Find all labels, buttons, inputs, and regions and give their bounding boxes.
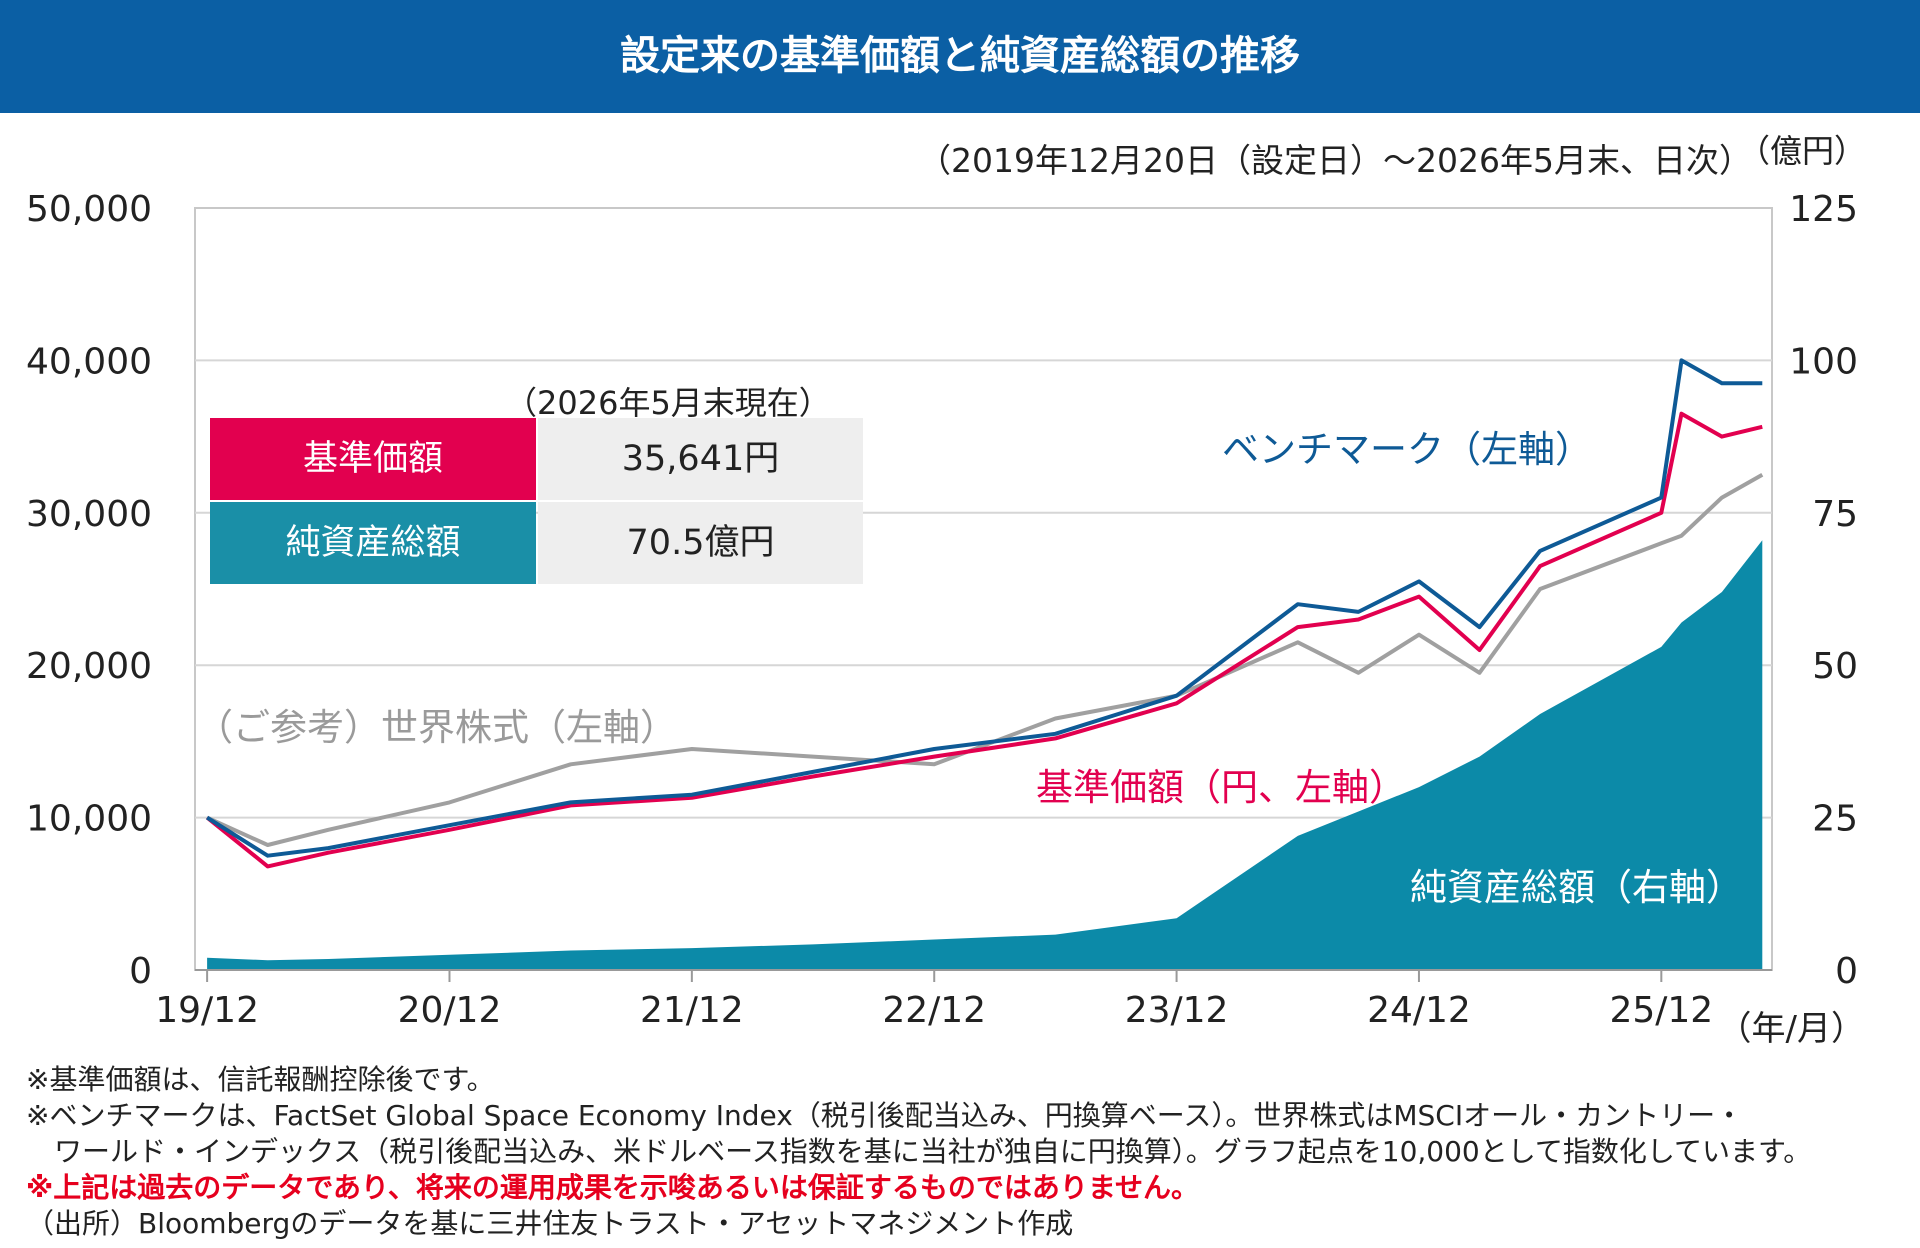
nav-label: 基準価額（円、左軸） [1036,766,1406,809]
x-tick-label: 19/12 [155,990,259,1031]
summary-label-net-assets: 純資産総額 [210,502,536,584]
world-stock-label: （ご参考）世界株式（左軸） [196,706,677,749]
footnote-2: ※ベンチマークは、FactSet Global Space Economy In… [26,1099,1744,1132]
y-right-tick-label: 75 [1812,494,1858,535]
y-right-tick-label: 0 [1835,951,1858,992]
y-left-tick-label: 20,000 [26,646,152,687]
y-left-tick-label: 50,000 [26,189,152,230]
period-label: （2019年12月20日（設定日）～2026年5月末、日次） [918,141,1752,180]
series-line-nav [205,411,1763,869]
y-left-tick-label: 0 [129,951,152,992]
x-axis-unit: （年/月） [1718,1009,1865,1043]
y-right-tick-label: 125 [1789,189,1858,230]
series-lines [205,358,1764,869]
x-tick-label: 24/12 [1367,990,1471,1031]
footnote-warning: ※上記は過去のデータであり、将来の運用成果を示唆あるいは保証するものではありませ… [26,1171,1199,1204]
net-assets-area-layer [207,540,1763,970]
y-left-tick-label: 40,000 [26,341,152,382]
x-tick-label: 21/12 [640,990,744,1031]
footnote-source: （出所）Bloombergのデータを基に三井住友トラスト・アセットマネジメント作… [26,1207,1074,1240]
x-tick-label: 23/12 [1125,990,1229,1031]
y-right-tick-label: 100 [1789,341,1858,382]
axes: 0 10,000 20,000 30,000 40,000 50,000 0 25 50 75 10… [26,189,1858,1031]
benchmark-label: ベンチマーク（左軸） [1222,428,1592,471]
footnote-1: ※基準価額は、信託報酬控除後です。 [26,1063,495,1096]
summary-label-nav: 基準価額 [210,418,536,500]
chart-header: 設定来の基準価額と純資産総額の推移 [0,0,1920,113]
x-tick-label: 20/12 [398,990,502,1031]
right-axis-unit: （億円） [1738,132,1866,170]
x-tick-label: 25/12 [1609,990,1713,1031]
footnote-3: ワールド・インデックス（税引後配当込み、米ドルベース指数を基に当社が独自に円換算… [26,1135,1812,1168]
x-tick-label: 22/12 [882,990,986,1031]
series-area-net-assets [207,540,1763,970]
y-left-tick-label: 30,000 [26,494,152,535]
summary-value-net-assets: 70.5億円 [538,502,863,584]
net-assets-label: 純資産総額（右軸） [1410,866,1743,909]
summary-value-nav: 35,641円 [538,418,863,500]
series-line-benchmark [206,358,1763,858]
y-right-tick-label: 50 [1812,646,1858,687]
y-left-tick-label: 10,000 [26,799,152,840]
y-right-tick-label: 25 [1812,799,1858,840]
summary-as-of: （2026年5月末現在） [505,384,831,422]
